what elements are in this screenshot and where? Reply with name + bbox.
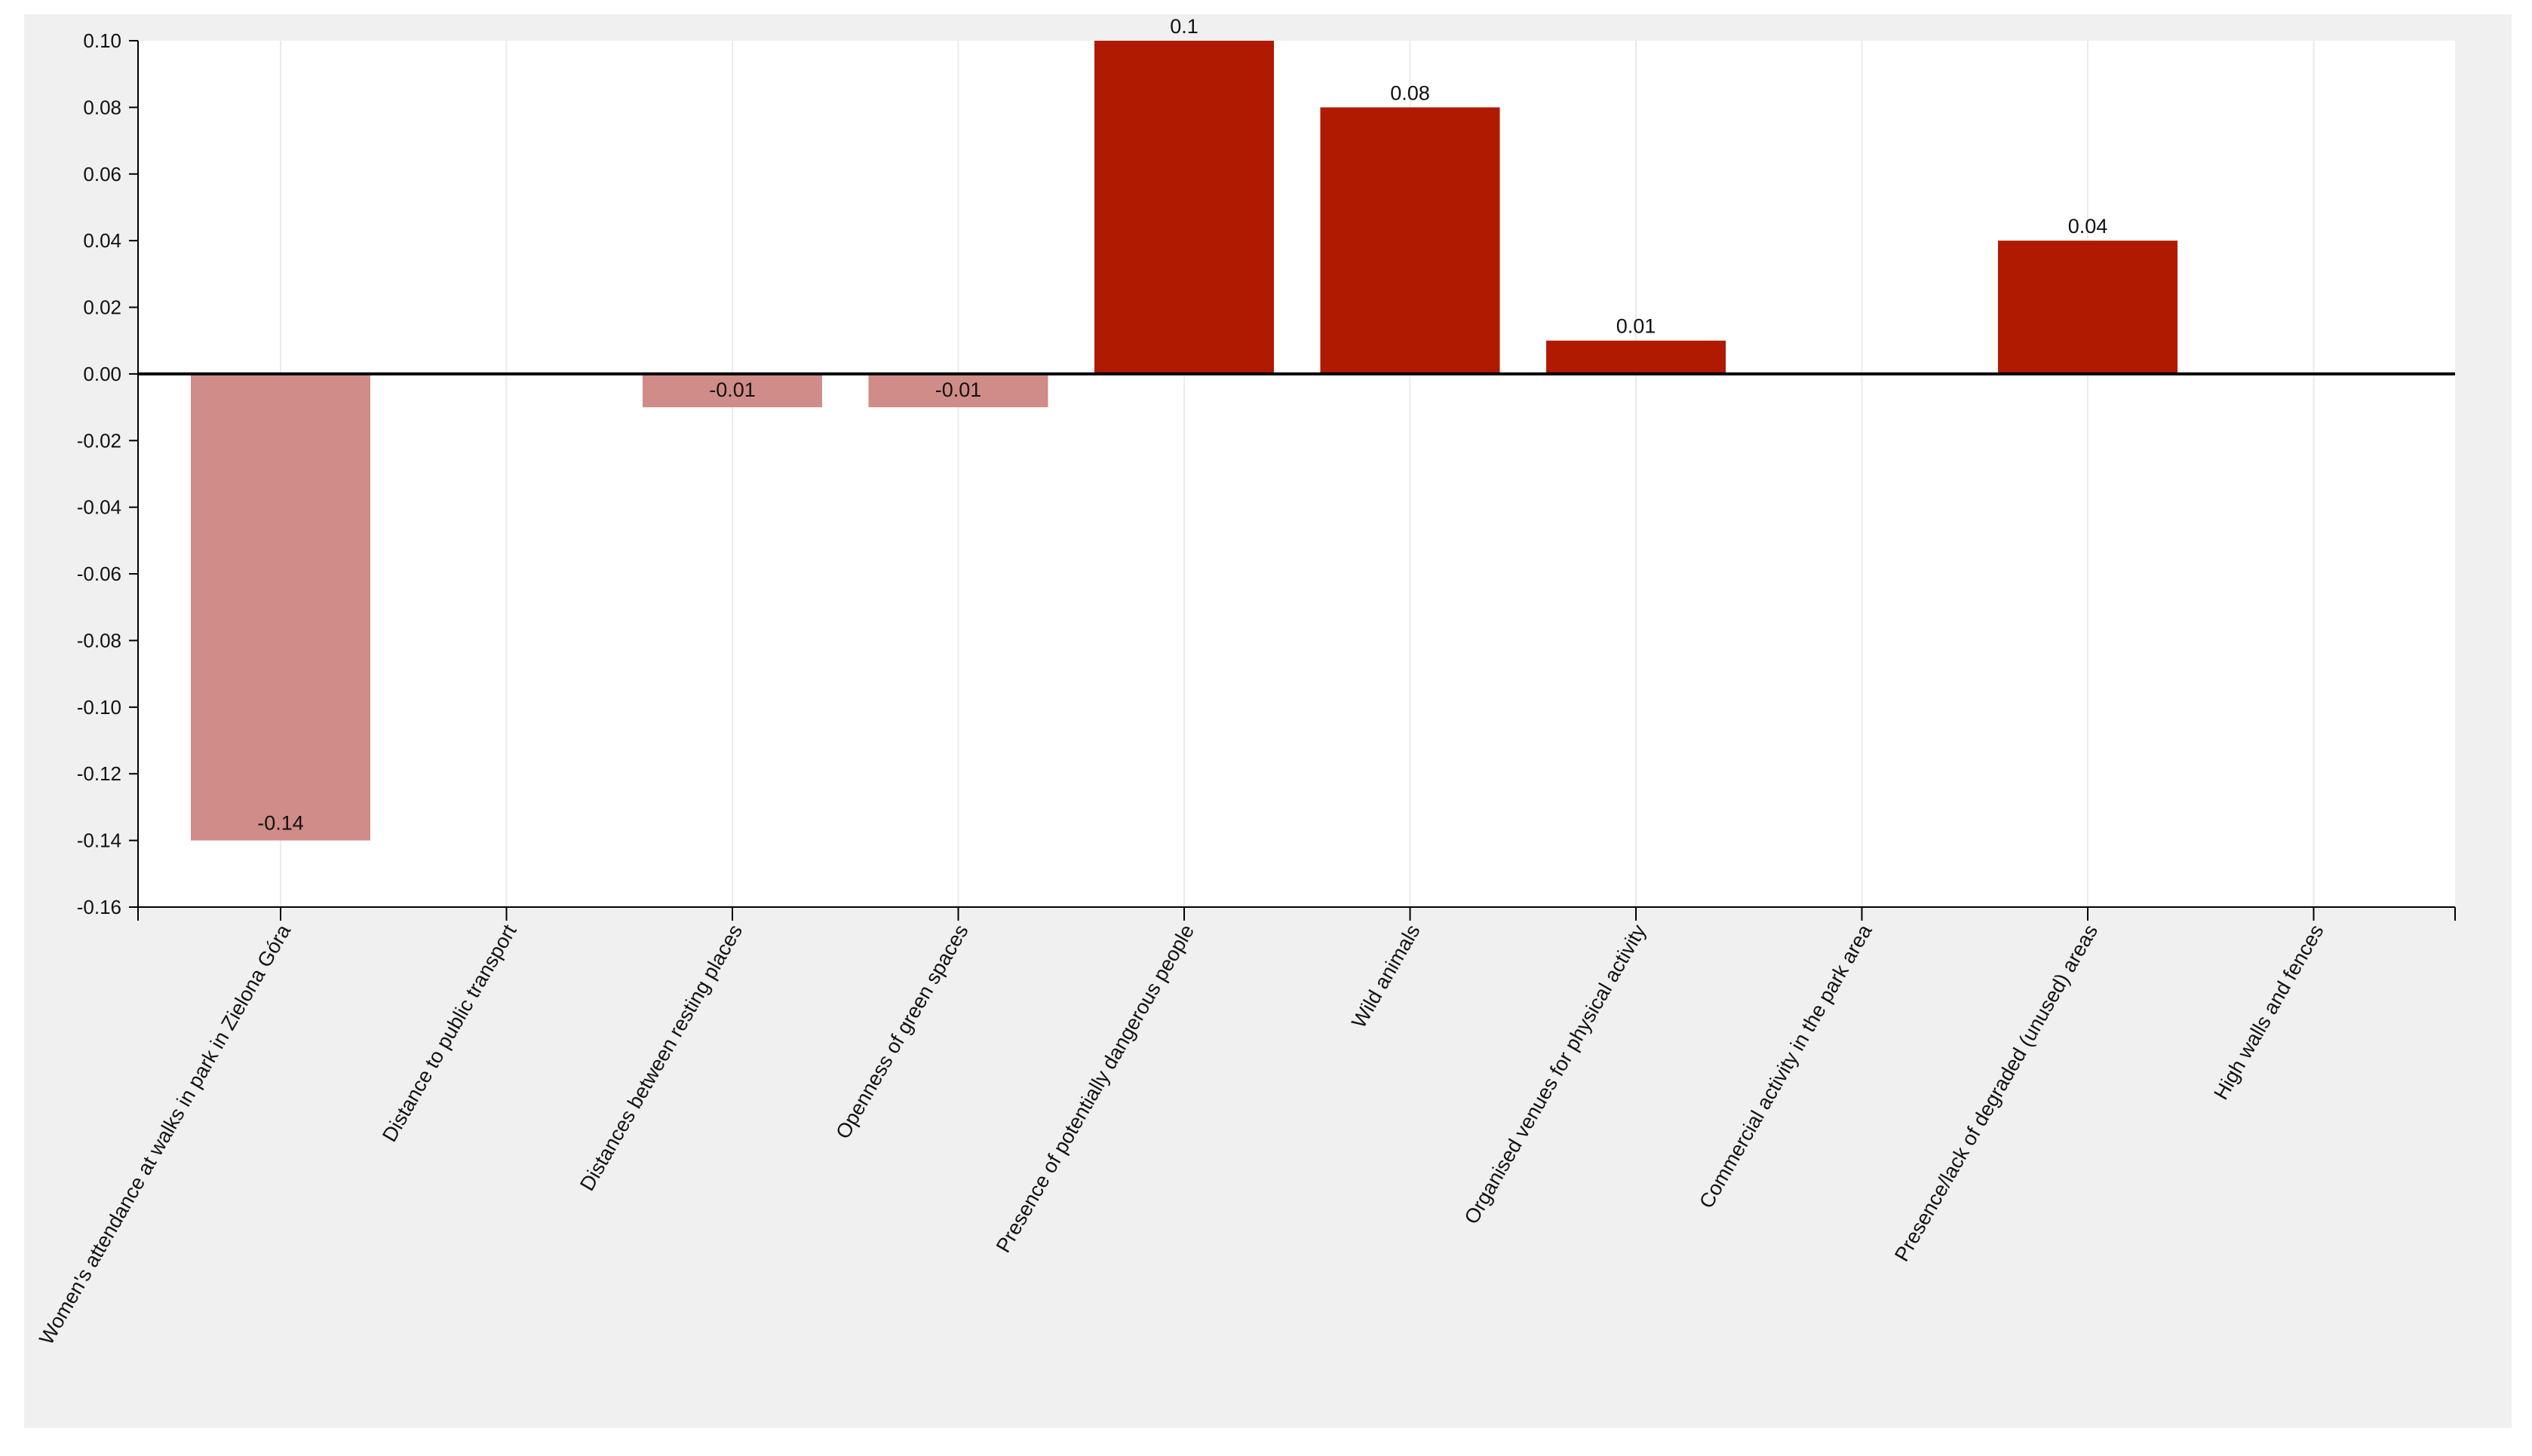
bar — [1546, 340, 1726, 374]
y-tick-label: -0.10 — [77, 696, 121, 719]
category-label: Organised venues for physical activity — [1460, 921, 1651, 1228]
category-label: Presence of potentially dangerous people — [992, 921, 1198, 1256]
y-tick-label: -0.08 — [77, 629, 121, 651]
y-tick-label: -0.16 — [77, 896, 121, 918]
y-tick-label: 0.04 — [83, 229, 121, 252]
bar — [191, 373, 370, 841]
grid-lines — [280, 41, 2315, 907]
bar — [1320, 107, 1500, 374]
y-tick-label: -0.12 — [77, 762, 121, 785]
y-tick-label: -0.14 — [77, 829, 121, 852]
axes — [129, 40, 2456, 921]
y-tick-label: 0.00 — [83, 363, 121, 385]
category-label: Openness of green spaces — [831, 921, 972, 1142]
y-tick-label: 0.06 — [83, 163, 121, 185]
y-tick-label: 0.02 — [83, 296, 121, 319]
data-label: 0.04 — [2068, 215, 2108, 238]
bar — [1998, 241, 2178, 374]
category-label: Presence/lack of degraded (unused) areas — [1890, 921, 2102, 1265]
bar — [868, 373, 1048, 408]
category-label: High walls and fences — [2209, 921, 2328, 1103]
data-label: 0.1 — [1170, 15, 1198, 38]
category-label: Distance to public transport — [378, 921, 521, 1146]
y-tick-label: -0.02 — [77, 429, 121, 452]
data-label: -0.14 — [257, 812, 304, 835]
y-tick-label: -0.06 — [77, 562, 121, 585]
bar — [1094, 41, 1274, 374]
data-label: 0.01 — [1616, 315, 1656, 338]
category-label: Commercial activity in the park area — [1695, 920, 1877, 1212]
data-label: -0.01 — [935, 379, 982, 401]
category-label: Distances between resting places — [575, 921, 747, 1194]
y-tick-label: 0.10 — [83, 29, 121, 52]
category-label: Wild animals — [1347, 921, 1425, 1032]
bars — [191, 41, 2178, 841]
y-tick-label: -0.04 — [77, 496, 121, 519]
category-label: Women's attendance at walks in park in Z… — [35, 920, 295, 1348]
plot-area — [138, 41, 2455, 907]
y-tick-label: 0.08 — [83, 96, 121, 118]
bar — [643, 373, 822, 408]
data-label: -0.01 — [709, 379, 756, 401]
data-label: 0.08 — [1390, 81, 1430, 104]
